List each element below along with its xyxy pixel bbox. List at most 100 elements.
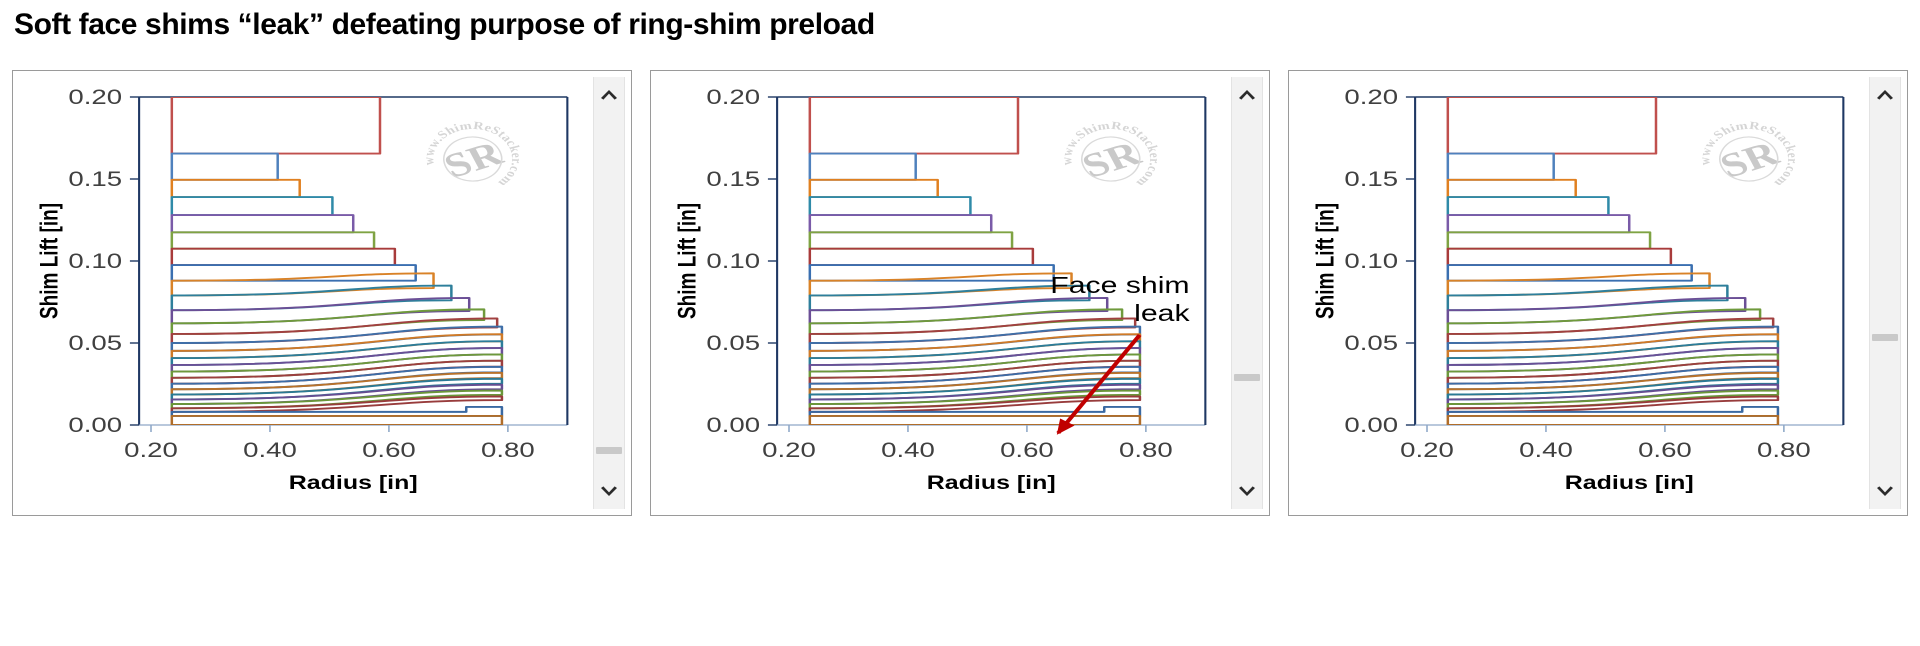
chevron-down-icon[interactable] bbox=[1870, 475, 1900, 509]
shim-trace bbox=[808, 415, 1142, 425]
annotation-arrow-shaft bbox=[1056, 334, 1142, 434]
shim-trace bbox=[808, 325, 1142, 352]
chevron-up-icon[interactable] bbox=[594, 77, 624, 111]
shim-trace bbox=[1446, 415, 1780, 425]
x-tick-label: 0.40 bbox=[1519, 439, 1573, 462]
y-axis: 0.00 0.05 0.10 0.15 0.20 bbox=[1344, 86, 1416, 437]
shim-trace bbox=[170, 231, 376, 250]
shim-trace bbox=[170, 247, 397, 267]
x-tick-label: 0.60 bbox=[1000, 439, 1054, 462]
shim-trace bbox=[808, 247, 1035, 267]
shim-lift-chart-left: www.ShimReStacker.com SR 0.00 0.05 0.10 0.15 0… bbox=[12, 70, 632, 516]
shim-trace bbox=[1446, 231, 1652, 250]
x-tick-label: 0.20 bbox=[124, 439, 178, 462]
shim-trace bbox=[1446, 325, 1780, 352]
x-tick-label: 0.20 bbox=[1400, 439, 1454, 462]
scrollbar-track[interactable] bbox=[1869, 77, 1901, 509]
shim-trace bbox=[170, 214, 355, 234]
shim-trace bbox=[170, 196, 334, 217]
x-axis-title: Radius [in] bbox=[289, 472, 418, 493]
chevron-up-icon[interactable] bbox=[1232, 77, 1262, 111]
x-tick-label: 0.80 bbox=[481, 439, 535, 462]
scrollbar-range[interactable] bbox=[1870, 111, 1900, 475]
vertical-scrollbar[interactable] bbox=[1867, 71, 1907, 515]
shim-trace bbox=[170, 308, 486, 335]
y-tick-label: 0.15 bbox=[1344, 168, 1398, 191]
y-axis: 0.00 0.05 0.10 0.15 0.20 bbox=[68, 86, 140, 437]
x-tick-label: 0.80 bbox=[1757, 439, 1811, 462]
y-tick-label: 0.05 bbox=[68, 332, 122, 355]
shim-trace bbox=[808, 308, 1124, 335]
y-tick-label: 0.00 bbox=[68, 414, 122, 437]
shim-trace bbox=[808, 97, 1020, 155]
shim-lift-chart-middle: www.ShimReStacker.com SR 0.00 0.05 0.10 0.15 0… bbox=[650, 70, 1270, 516]
chart-viewport: www.ShimReStacker.com SR 0.00 0.05 0.10 0.15 0… bbox=[651, 71, 1229, 515]
shim-trace bbox=[1446, 264, 1693, 282]
shim-traces bbox=[1446, 97, 1780, 425]
chevron-down-icon[interactable] bbox=[1232, 475, 1262, 509]
y-axis-title: Shim Lift [in] bbox=[673, 203, 701, 319]
shim-trace bbox=[808, 264, 1055, 282]
scrollbar-track[interactable] bbox=[593, 77, 625, 509]
scrollbar-range[interactable] bbox=[1232, 111, 1262, 475]
scrollbar-track[interactable] bbox=[1231, 77, 1263, 509]
shim-trace bbox=[808, 178, 939, 198]
y-tick-label: 0.15 bbox=[68, 168, 122, 191]
y-axis-title: Shim Lift [in] bbox=[35, 203, 63, 319]
y-tick-label: 0.05 bbox=[706, 332, 760, 355]
shim-trace bbox=[808, 214, 993, 234]
shim-trace bbox=[170, 264, 417, 282]
annotation-line-2: leak bbox=[1134, 300, 1190, 326]
x-axis: 0.20 0.40 0.60 0.80 bbox=[124, 425, 535, 462]
y-axis-title: Shim Lift [in] bbox=[1311, 203, 1339, 319]
x-axis-title: Radius [in] bbox=[1565, 472, 1694, 493]
annotation-line-1: Face shim bbox=[1050, 272, 1189, 298]
shim-trace bbox=[170, 395, 504, 413]
page-title: Soft face shims “leak” defeating purpose… bbox=[14, 8, 875, 41]
shim-trace bbox=[170, 97, 382, 155]
scrollbar-thumb[interactable] bbox=[596, 446, 622, 454]
shim-trace bbox=[808, 196, 972, 217]
x-tick-label: 0.60 bbox=[362, 439, 416, 462]
scrollbar-range[interactable] bbox=[594, 111, 624, 475]
shim-trace bbox=[1446, 196, 1610, 217]
scrollbar-thumb[interactable] bbox=[1872, 333, 1898, 341]
watermark-ring bbox=[443, 136, 503, 182]
shim-trace bbox=[808, 395, 1142, 413]
watermark-ring bbox=[1719, 136, 1779, 182]
shim-trace bbox=[1446, 395, 1780, 413]
x-tick-label: 0.40 bbox=[243, 439, 297, 462]
annotation-arrow-head bbox=[1056, 418, 1075, 435]
shim-trace bbox=[170, 325, 504, 352]
vertical-scrollbar[interactable] bbox=[591, 71, 631, 515]
y-tick-label: 0.10 bbox=[1344, 250, 1398, 273]
shim-trace bbox=[1446, 308, 1762, 335]
x-axis: 0.20 0.40 0.60 0.80 bbox=[1400, 425, 1811, 462]
y-axis: 0.00 0.05 0.10 0.15 0.20 bbox=[706, 86, 778, 437]
shim-trace bbox=[808, 152, 917, 181]
chart-panel-row: www.ShimReStacker.com SR 0.00 0.05 0.10 0.15 0… bbox=[0, 70, 1920, 520]
shim-trace bbox=[170, 152, 279, 181]
chevron-down-icon[interactable] bbox=[594, 475, 624, 509]
chart-viewport: www.ShimReStacker.com SR 0.00 0.05 0.10 0.15 0… bbox=[13, 71, 591, 515]
vertical-scrollbar[interactable] bbox=[1229, 71, 1269, 515]
y-tick-label: 0.00 bbox=[1344, 414, 1398, 437]
x-axis-title: Radius [in] bbox=[927, 472, 1056, 493]
shim-lift-plot: www.ShimReStacker.comSR0.000.050.100.150… bbox=[35, 86, 569, 493]
x-tick-label: 0.40 bbox=[881, 439, 935, 462]
y-tick-label: 0.10 bbox=[706, 250, 760, 273]
x-tick-label: 0.20 bbox=[762, 439, 816, 462]
chevron-up-icon[interactable] bbox=[1870, 77, 1900, 111]
scrollbar-thumb[interactable] bbox=[1234, 373, 1260, 381]
y-tick-label: 0.05 bbox=[1344, 332, 1398, 355]
x-tick-label: 0.80 bbox=[1119, 439, 1173, 462]
y-tick-label: 0.15 bbox=[706, 168, 760, 191]
shim-trace bbox=[170, 178, 301, 198]
shim-trace bbox=[1446, 247, 1673, 267]
shim-trace bbox=[1446, 178, 1577, 198]
shim-lift-chart-right: www.ShimReStacker.com SR 0.00 0.05 0.10 0.15 0… bbox=[1288, 70, 1908, 516]
